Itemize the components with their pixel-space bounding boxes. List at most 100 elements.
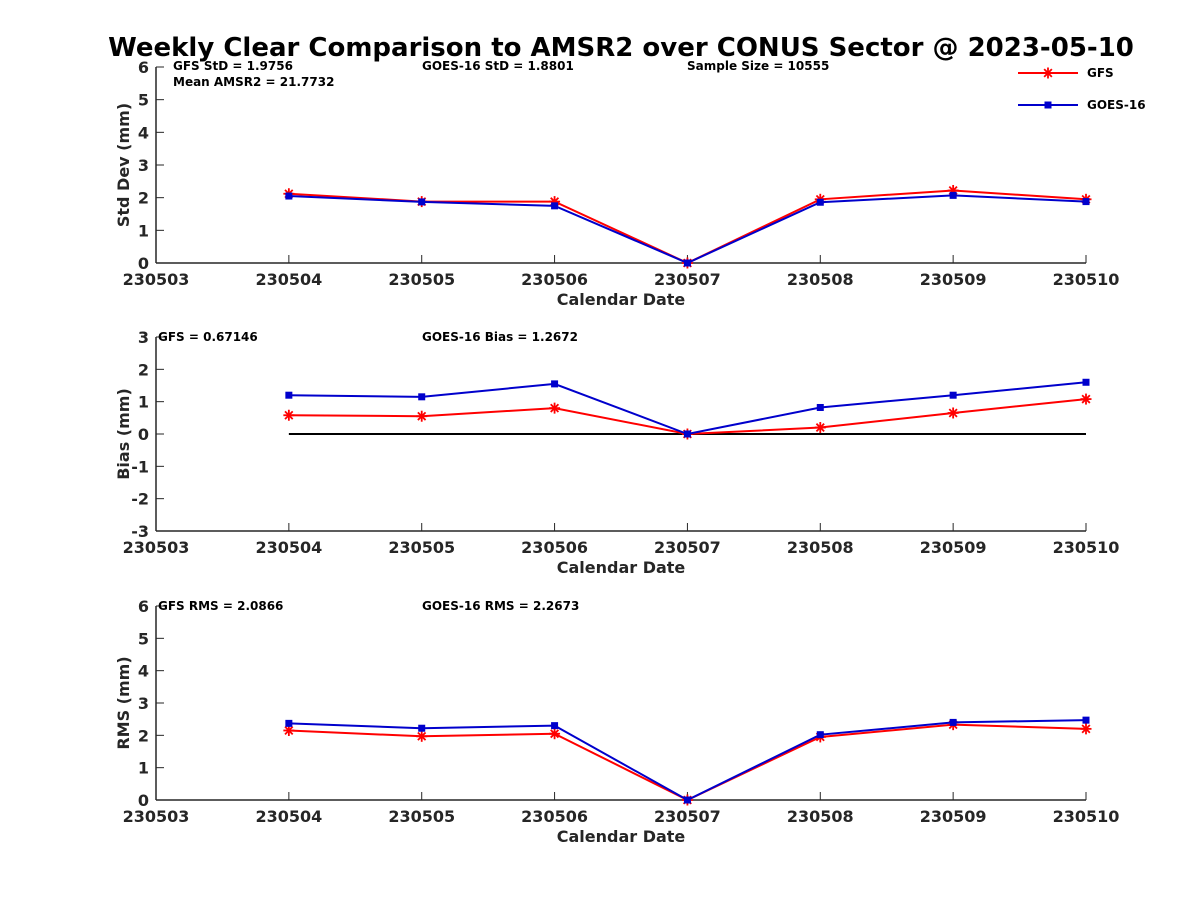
stat-annotation: Sample Size = 10555: [687, 59, 829, 73]
panel-2: -3 -2 -1 0 1 2 3 230503 230504 230505 230506 230507…: [114, 328, 1119, 577]
data-point-asterisk: [283, 409, 295, 421]
panel-1: 0 1 2 3 4 5 6 230503 230504 230505 230506 230507 230…: [114, 58, 1119, 309]
x-tick-label: 230510: [1053, 807, 1120, 826]
stat-annotation: Mean AMSR2 = 21.7732: [173, 75, 334, 89]
y-tick-label: 0: [138, 425, 149, 444]
legend-marker: [1044, 101, 1052, 109]
x-tick-label: 230503: [123, 807, 190, 826]
data-point-square: [551, 722, 559, 730]
data-point-asterisk: [814, 422, 826, 434]
stat-annotation: GFS RMS = 2.0866: [158, 599, 283, 613]
y-tick-label: 4: [138, 123, 149, 142]
data-point-square: [285, 391, 293, 399]
data-point-square: [418, 393, 426, 401]
y-tick-label: 4: [138, 662, 149, 681]
series-line: [288, 381, 1087, 436]
y-tick-label: 2: [138, 189, 149, 208]
y-tick-label: -2: [131, 490, 149, 509]
x-tick-label: 230506: [521, 538, 588, 557]
x-tick-label: 230508: [787, 807, 854, 826]
data-point-square: [285, 192, 293, 200]
data-point-square: [1082, 716, 1090, 724]
x-tick-label: 230508: [787, 270, 854, 289]
x-tick-label: 230509: [920, 807, 987, 826]
data-point-square: [1082, 198, 1090, 206]
legend-label: GFS: [1087, 66, 1114, 80]
y-tick-label: 3: [138, 694, 149, 713]
y-tick-label: 0: [138, 791, 149, 810]
stat-annotation: GFS = 0.67146: [158, 330, 258, 344]
y-tick-label: -1: [131, 457, 149, 476]
legend-label: GOES-16: [1087, 98, 1146, 112]
data-point-asterisk: [416, 730, 428, 742]
y-tick-label: 1: [138, 393, 149, 412]
data-point-asterisk: [416, 410, 428, 422]
x-tick-label: 230506: [521, 807, 588, 826]
y-tick-label: 3: [138, 156, 149, 175]
y-tick-label: 2: [138, 726, 149, 745]
data-point-asterisk: [947, 407, 959, 419]
y-tick-label: 6: [138, 597, 149, 616]
series-line: [288, 194, 1087, 265]
data-point-square: [683, 796, 691, 804]
data-point-square: [949, 718, 957, 726]
stat-annotation: GOES-16 Bias = 1.2672: [422, 330, 578, 344]
legend-item-gfs: GFS: [1018, 66, 1114, 80]
data-point-square: [816, 403, 824, 411]
series-goes-16: [285, 378, 1090, 438]
x-tick-label: 230509: [920, 538, 987, 557]
series-goes-16: [285, 191, 1090, 267]
data-point-asterisk: [549, 728, 561, 740]
data-point-square: [285, 719, 293, 727]
data-point-asterisk: [1080, 393, 1092, 405]
x-tick-label: 230504: [255, 807, 322, 826]
data-point-square: [949, 391, 957, 399]
x-tick-label: 230508: [787, 538, 854, 557]
data-point-square: [418, 724, 426, 732]
y-tick-label: 0: [138, 254, 149, 273]
stat-annotation: GOES-16 StD = 1.8801: [422, 59, 574, 73]
data-point-square: [683, 430, 691, 438]
x-tick-label: 230510: [1053, 270, 1120, 289]
x-tick-label: 230504: [255, 270, 322, 289]
x-axis-label: Calendar Date: [557, 827, 686, 846]
data-point-asterisk: [549, 402, 561, 414]
data-point-square: [551, 380, 559, 388]
y-tick-label: 1: [138, 759, 149, 778]
data-point-square: [816, 198, 824, 206]
x-tick-label: 230506: [521, 270, 588, 289]
series-goes-16: [285, 716, 1090, 804]
data-point-square: [949, 191, 957, 199]
stat-annotation: GOES-16 RMS = 2.2673: [422, 599, 579, 613]
x-tick-label: 230505: [388, 270, 455, 289]
y-axis-label: Bias (mm): [114, 388, 133, 480]
x-tick-label: 230505: [388, 538, 455, 557]
x-tick-label: 230510: [1053, 538, 1120, 557]
y-tick-label: 5: [138, 629, 149, 648]
data-point-square: [816, 731, 824, 739]
stat-annotation: GFS StD = 1.9756: [173, 59, 293, 73]
data-point-asterisk: [1080, 723, 1092, 735]
chart-legend: GFS GOES-16: [1018, 66, 1146, 112]
x-axis-label: Calendar Date: [557, 290, 686, 309]
x-tick-label: 230509: [920, 270, 987, 289]
x-tick-label: 230505: [388, 807, 455, 826]
y-tick-label: 2: [138, 360, 149, 379]
y-axis-label: RMS (mm): [114, 656, 133, 749]
data-point-square: [1082, 378, 1090, 386]
x-tick-label: 230503: [123, 270, 190, 289]
x-axis-label: Calendar Date: [557, 558, 686, 577]
x-tick-label: 230507: [654, 270, 721, 289]
data-point-square: [551, 202, 559, 210]
y-tick-label: 5: [138, 91, 149, 110]
y-tick-label: 3: [138, 328, 149, 347]
series-line: [288, 723, 1087, 802]
x-tick-label: 230503: [123, 538, 190, 557]
y-tick-label: 6: [138, 58, 149, 77]
data-point-square: [683, 259, 691, 267]
legend-marker: [1043, 68, 1053, 78]
legend-item-goes-16: GOES-16: [1018, 98, 1146, 112]
x-tick-label: 230504: [255, 538, 322, 557]
